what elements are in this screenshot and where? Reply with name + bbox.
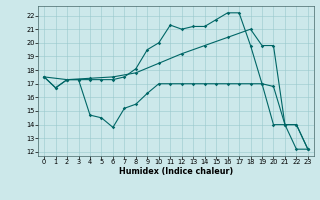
X-axis label: Humidex (Indice chaleur): Humidex (Indice chaleur): [119, 167, 233, 176]
